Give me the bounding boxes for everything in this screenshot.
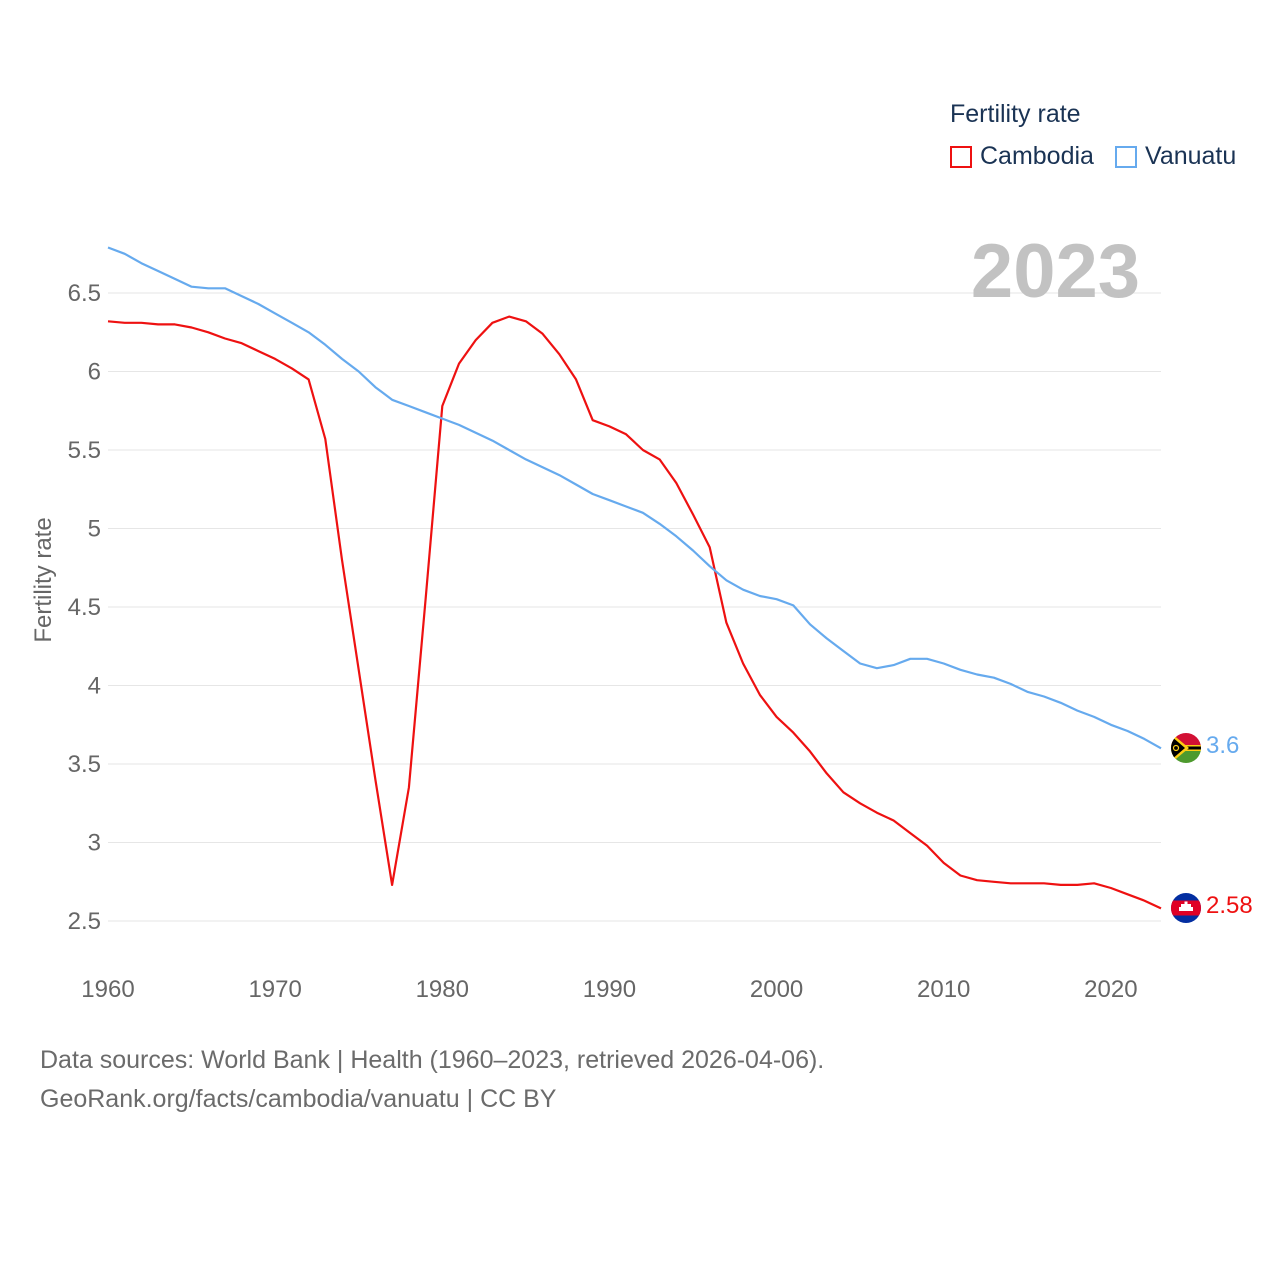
x-tick-label: 2010 bbox=[917, 976, 970, 1003]
legend-swatch-cambodia bbox=[950, 145, 972, 168]
year-label: 2023 bbox=[970, 229, 1140, 314]
legend-swatch-vanuatu bbox=[1115, 145, 1137, 168]
y-tick-label: 6.5 bbox=[68, 280, 101, 307]
footer-sources: Data sources: World Bank | Health (1960–… bbox=[40, 1046, 825, 1074]
cambodia-flag-icon bbox=[1171, 893, 1201, 923]
series-lines bbox=[107, 246, 1162, 910]
legend-item-cambodia[interactable]: Cambodia bbox=[950, 142, 1094, 171]
x-tick-label: 2000 bbox=[750, 976, 803, 1003]
y-tick-label: 5 bbox=[88, 516, 101, 543]
series-line-cambodia bbox=[107, 315, 1162, 910]
y-tick-label: 3 bbox=[88, 830, 101, 857]
series-line-vanuatu bbox=[107, 246, 1162, 750]
end-label-cambodia: 2.58 bbox=[1206, 892, 1253, 919]
y-tick-label: 3.5 bbox=[68, 751, 101, 778]
x-tick-label: 2020 bbox=[1084, 976, 1137, 1003]
legend-label-cambodia: Cambodia bbox=[980, 142, 1094, 170]
y-axis-ticks: 2.5 3 3.5 4 4.5 5 5.5 6 6.5 bbox=[68, 280, 101, 935]
x-axis-ticks: 1960 1970 1980 1990 2000 2010 2020 bbox=[81, 976, 1137, 1003]
x-tick-label: 1970 bbox=[248, 976, 301, 1003]
y-tick-label: 4.5 bbox=[68, 594, 101, 621]
x-tick-label: 1980 bbox=[416, 976, 469, 1003]
x-tick-label: 1990 bbox=[583, 976, 636, 1003]
x-tick-label: 1960 bbox=[81, 976, 134, 1003]
legend-item-vanuatu[interactable]: Vanuatu bbox=[1115, 142, 1236, 171]
y-axis-title: Fertility rate bbox=[30, 517, 57, 642]
y-tick-label: 6 bbox=[88, 359, 101, 386]
y-tick-label: 4 bbox=[88, 673, 101, 700]
end-label-vanuatu: 3.6 bbox=[1206, 732, 1240, 759]
legend-label-vanuatu: Vanuatu bbox=[1145, 142, 1237, 170]
gridlines bbox=[108, 292, 1161, 922]
y-tick-label: 2.5 bbox=[68, 908, 101, 935]
y-tick-label: 5.5 bbox=[68, 437, 101, 464]
legend-title: Fertility rate bbox=[950, 100, 1081, 128]
vanuatu-flag-icon bbox=[1171, 733, 1201, 763]
footer-attribution: GeoRank.org/facts/cambodia/vanuatu | CC … bbox=[40, 1085, 557, 1113]
